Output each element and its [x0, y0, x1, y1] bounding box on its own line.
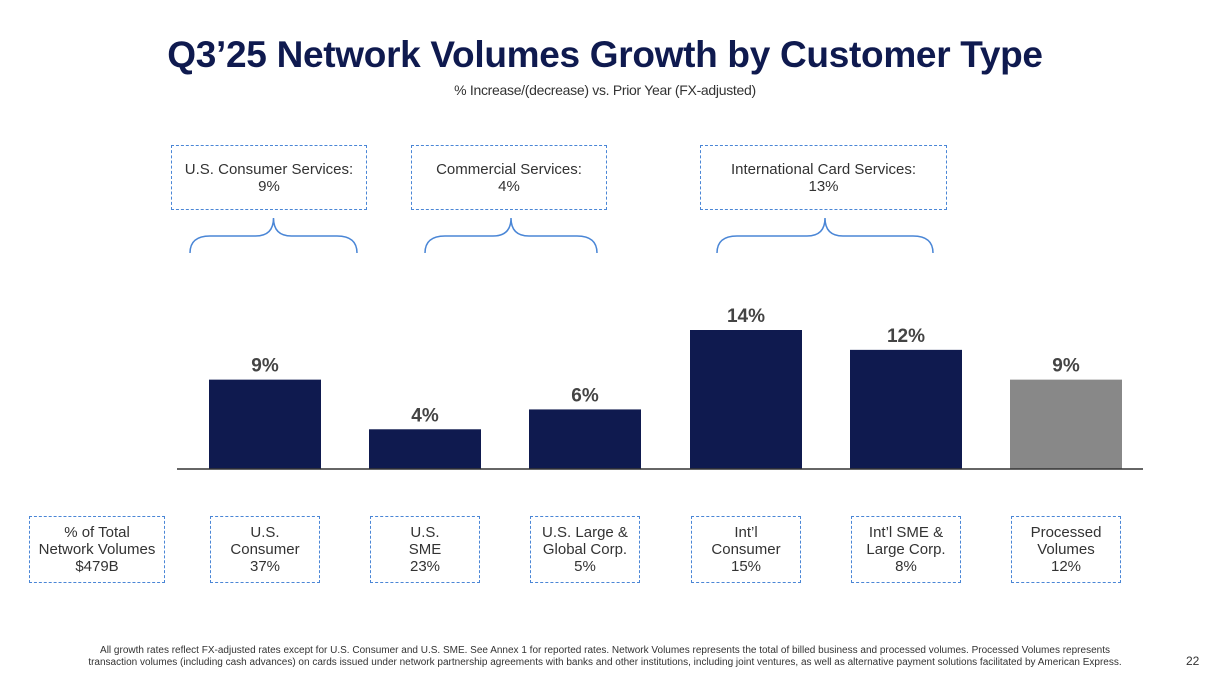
category-box: Int’l SME & Large Corp. 8% [851, 516, 961, 583]
category-box: Int’l Consumer 15% [691, 516, 801, 583]
brace [424, 217, 598, 254]
group-growth: 9% [258, 177, 280, 195]
group-name: International Card Services: [730, 160, 917, 178]
page-number: 22 [1186, 654, 1200, 668]
group-box: Commercial Services: 4% [411, 145, 607, 210]
footnote-line: transaction volumes (including cash adva… [88, 657, 1122, 668]
group-box: U.S. Consumer Services: 9% [171, 145, 367, 210]
value-label: 6% [571, 385, 599, 406]
category-box: U.S. SME 23% [370, 516, 480, 583]
brace [189, 217, 358, 254]
value-label: 9% [1052, 356, 1080, 377]
value-label: 4% [411, 405, 439, 426]
footnote-line: All growth rates reflect FX-adjusted rat… [100, 645, 1110, 656]
value-label: 12% [887, 326, 925, 347]
share-label: 23% [409, 558, 441, 575]
category-box: U.S. Large & Global Corp. 5% [530, 516, 640, 583]
share-label: 12% [1050, 558, 1082, 575]
chart-subtitle: % Increase/(decrease) vs. Prior Year (FX… [454, 82, 756, 98]
group-name: Commercial Services: [436, 160, 582, 178]
chart-title: Q3’25 Network Volumes Growth by Customer… [167, 34, 1043, 75]
bar [850, 349, 962, 469]
bar [1010, 379, 1122, 469]
share-label: 15% [730, 558, 762, 575]
bar [369, 429, 481, 469]
bar [529, 409, 641, 469]
bar [690, 330, 802, 469]
category-box: Processed Volumes 12% [1011, 516, 1121, 583]
brace [716, 217, 934, 254]
group-growth: 4% [498, 177, 520, 195]
group-box: International Card Services: 13% [700, 145, 947, 210]
category-label: U.S. Large & Global Corp. [542, 524, 628, 558]
bar [209, 379, 321, 469]
group-growth: 13% [808, 177, 839, 195]
value-label: 9% [251, 356, 279, 377]
group-name: U.S. Consumer Services: [184, 160, 354, 178]
category-label: U.S. Consumer [230, 524, 300, 558]
share-label: 37% [249, 558, 281, 575]
category-label: Int’l Consumer [711, 524, 781, 558]
value-label: 14% [727, 306, 765, 327]
category-label: Processed Volumes [1030, 524, 1102, 558]
category-label: U.S. SME [408, 524, 442, 558]
share-header: % of Total Network Volumes $479B [29, 516, 165, 583]
category-label: Int’l SME & Large Corp. [866, 524, 946, 558]
category-box: U.S. Consumer 37% [210, 516, 320, 583]
share-label: 5% [574, 558, 596, 575]
footnote: All growth rates reflect FX-adjusted rat… [0, 645, 1210, 669]
share-label: 8% [895, 558, 917, 575]
